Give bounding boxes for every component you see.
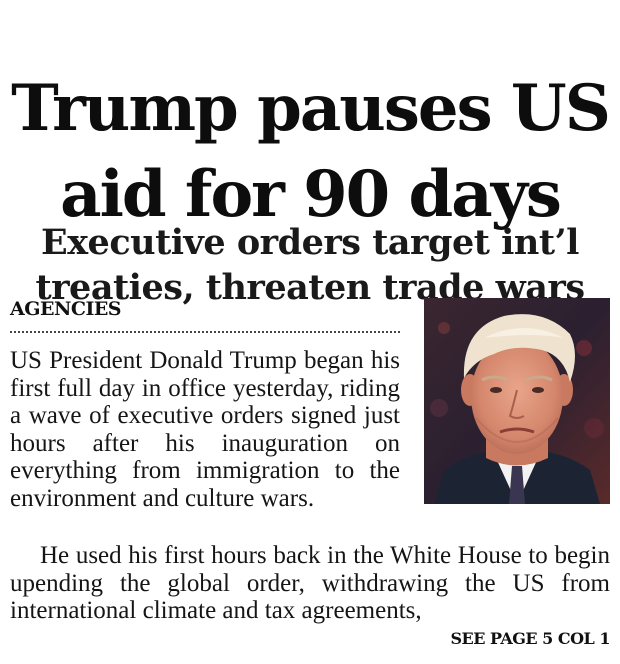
portrait-illustration bbox=[424, 298, 610, 504]
continuation-jump-line: SEE PAGE 5 COL 1 bbox=[450, 629, 610, 648]
subheadline-line-1: Executive orders target int’l bbox=[41, 222, 579, 264]
headline-line-1: Trump pauses US bbox=[11, 70, 611, 146]
byline: AGENCIES bbox=[10, 298, 122, 320]
headline-line-2: aid for 90 days bbox=[60, 156, 562, 232]
portrait-photo bbox=[424, 298, 610, 504]
byline-divider bbox=[10, 331, 400, 333]
body-paragraph-2: He used his first hours back in the Whit… bbox=[10, 542, 610, 624]
body-paragraph-1: US President Donald Trump began his firs… bbox=[10, 347, 400, 512]
